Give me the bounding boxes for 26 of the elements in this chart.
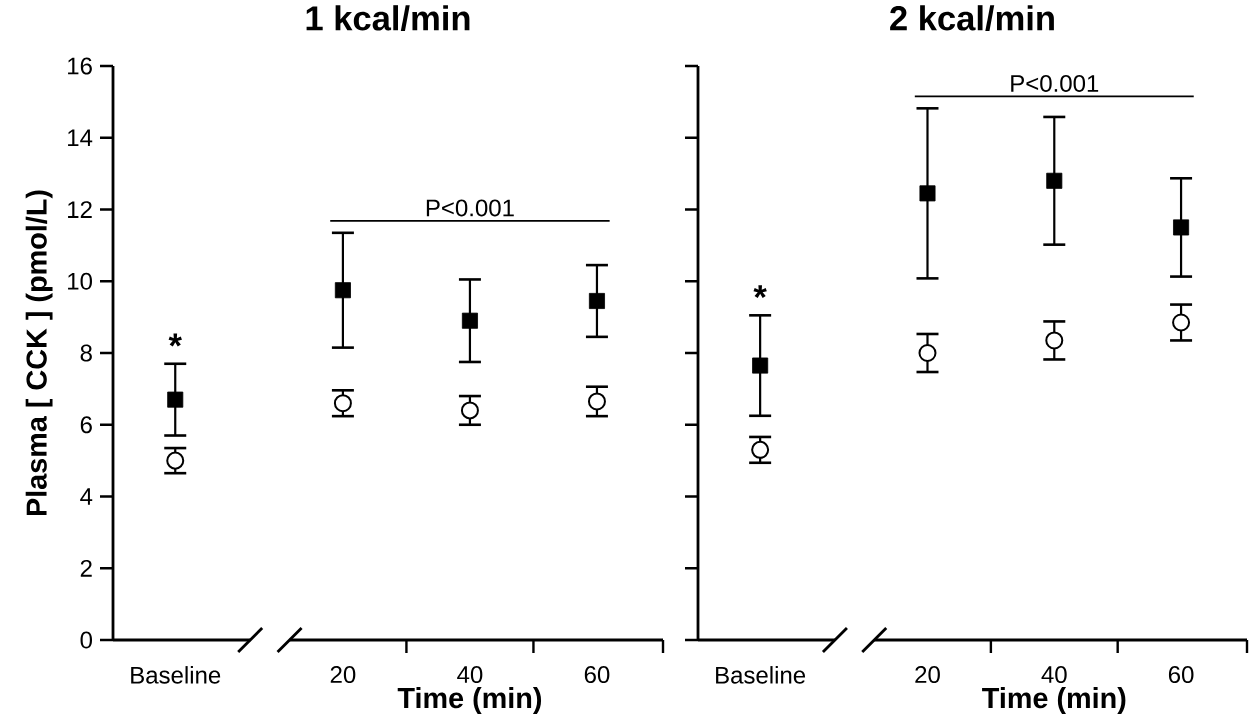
annotation: P<0.001 bbox=[1011, 74, 1099, 92]
x-axis-title: Time (min) bbox=[397, 687, 542, 714]
y-tick-label: 6 bbox=[80, 416, 92, 434]
x-tick-label: Baseline bbox=[131, 666, 221, 684]
y-tick-label: 2 bbox=[80, 559, 92, 577]
annotation: * bbox=[168, 333, 182, 347]
x-tick-label: 60 bbox=[1168, 666, 1194, 684]
x-tick-label: Baseline bbox=[716, 666, 806, 684]
annotation: * bbox=[753, 285, 767, 299]
x-tick-label: 40 bbox=[457, 666, 483, 684]
y-tick-label: 4 bbox=[80, 488, 93, 505]
x-axis-title: Time (min) bbox=[982, 687, 1126, 714]
y-tick-label: 12 bbox=[68, 201, 92, 218]
y-tick-label: 14 bbox=[68, 129, 93, 147]
y-tick-label: 0 bbox=[80, 631, 93, 649]
y-tick-label: 10 bbox=[68, 272, 93, 290]
y-axis-title: Plasma [ CCK ] (pmol/L) bbox=[25, 190, 53, 516]
chart-title: 1 kcal/min bbox=[306, 5, 470, 31]
chart-title: 2 kcal/min bbox=[890, 5, 1054, 31]
x-tick-label: 20 bbox=[330, 666, 356, 684]
x-tick-label: 20 bbox=[915, 666, 940, 684]
x-tick-label: 40 bbox=[1041, 666, 1067, 684]
x-tick-label: 60 bbox=[584, 666, 610, 684]
annotation: P<0.001 bbox=[426, 199, 514, 217]
y-tick-label: 8 bbox=[80, 344, 92, 362]
y-tick-label: 16 bbox=[68, 57, 92, 75]
